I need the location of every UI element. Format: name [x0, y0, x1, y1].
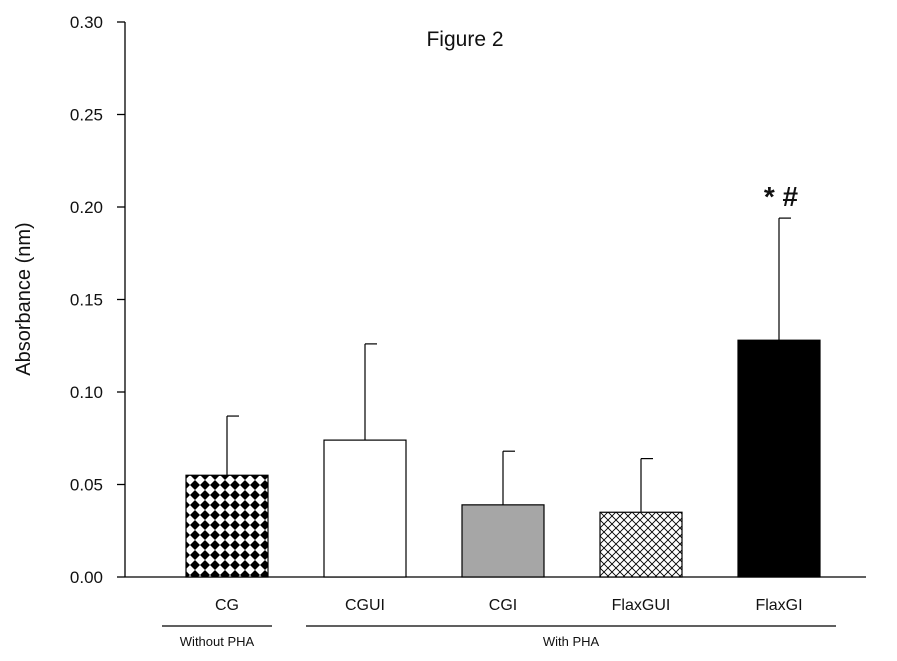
category-label: FlaxGUI	[612, 597, 671, 614]
y-axis-ticks: 0.00 0.05 0.10 0.15 0.20 0.25 0.30	[70, 13, 125, 587]
category-label: CGUI	[345, 597, 385, 614]
chart-title: Figure 2	[426, 28, 503, 51]
bars	[185, 339, 821, 578]
significance-annotation: * #	[764, 181, 799, 212]
bar-flaxgi	[737, 339, 821, 578]
y-tick-label: 0.25	[70, 106, 103, 125]
y-tick-label: 0.00	[70, 568, 103, 587]
category-label: CG	[215, 597, 239, 614]
significance-annotations: * #	[764, 181, 799, 212]
group-labels: Without PHA With PHA	[162, 625, 836, 649]
bar-cg	[185, 474, 269, 578]
bar-cgui	[323, 439, 407, 578]
y-tick-label: 0.05	[70, 476, 103, 495]
category-label: CGI	[489, 597, 517, 614]
y-tick-label: 0.20	[70, 198, 103, 217]
category-label: FlaxGI	[755, 597, 802, 614]
y-tick-label: 0.10	[70, 383, 103, 402]
y-tick-label: 0.15	[70, 291, 103, 310]
bar-cgi	[461, 504, 545, 578]
bar-flaxgui	[599, 511, 683, 578]
group-label: With PHA	[543, 634, 600, 649]
y-tick-label: 0.30	[70, 13, 103, 32]
error-bars	[226, 217, 791, 513]
category-labels: CG CGUI CGI FlaxGUI FlaxGI	[215, 597, 803, 614]
y-axis-label: Absorbance (nm)	[13, 222, 35, 375]
group-label: Without PHA	[180, 634, 255, 649]
